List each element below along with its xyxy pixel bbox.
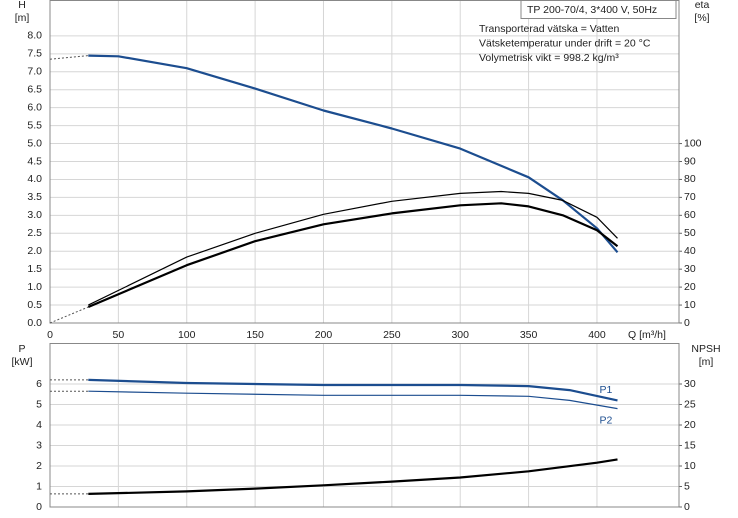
y2-tick-label: 0 bbox=[684, 317, 690, 329]
y-tick-label: 2.5 bbox=[27, 227, 42, 239]
x-tick-label: 350 bbox=[520, 329, 538, 341]
x-tick-label: 150 bbox=[246, 329, 264, 341]
y2-axis-label: NPSH bbox=[691, 343, 720, 355]
annotation: Transporterad vätska = Vatten bbox=[479, 23, 620, 35]
y-tick-label: 4.5 bbox=[27, 155, 42, 167]
y-tick-label: 5.0 bbox=[27, 137, 42, 149]
y2-tick-label: 50 bbox=[684, 227, 696, 239]
y-tick-label: 0.0 bbox=[27, 317, 42, 329]
x-tick-label: 100 bbox=[178, 329, 196, 341]
y-tick-label: 2.0 bbox=[27, 245, 42, 257]
curve bbox=[49, 55, 89, 60]
curve-label: P1 bbox=[599, 384, 612, 396]
y2-axis-label: [%] bbox=[694, 12, 709, 24]
y-tick-label: 4.0 bbox=[27, 173, 42, 185]
curve bbox=[87, 202, 619, 309]
y2-tick-label: 60 bbox=[684, 209, 696, 221]
y2-tick-label: 30 bbox=[684, 263, 696, 275]
x-tick-label: 250 bbox=[383, 329, 401, 341]
curve bbox=[88, 190, 618, 306]
curve-label: P2 bbox=[599, 414, 612, 426]
y2-tick-label: 20 bbox=[684, 281, 696, 293]
curve bbox=[49, 306, 89, 324]
y2-tick-label: 0 bbox=[684, 501, 690, 513]
y2-tick-label: 100 bbox=[684, 137, 702, 149]
x-tick-label: 300 bbox=[451, 329, 469, 341]
y-tick-label: 6 bbox=[36, 378, 42, 390]
y2-tick-label: 25 bbox=[684, 398, 696, 410]
y-axis-label: [m] bbox=[15, 12, 30, 24]
y-tick-label: 3.0 bbox=[27, 209, 42, 221]
y-tick-label: 7.5 bbox=[27, 48, 42, 60]
y-tick-label: 0 bbox=[36, 501, 42, 513]
y2-tick-label: 90 bbox=[684, 155, 696, 167]
plot-frame bbox=[49, 343, 680, 508]
chart-title: TP 200-70/4, 3*400 V, 50Hz bbox=[527, 4, 657, 16]
y-tick-label: 5 bbox=[36, 398, 42, 410]
curve bbox=[88, 378, 618, 402]
y-tick-label: 3.5 bbox=[27, 191, 42, 203]
annotation: Vätsketemperatur under drift = 20 °C bbox=[479, 37, 651, 49]
y2-tick-label: 15 bbox=[684, 439, 696, 451]
plot-frame bbox=[49, 0, 680, 324]
y2-tick-label: 10 bbox=[684, 299, 696, 311]
y2-tick-label: 80 bbox=[684, 173, 696, 185]
y2-axis-label: eta bbox=[695, 0, 710, 11]
y-tick-label: 1.0 bbox=[27, 281, 42, 293]
y2-tick-label: 20 bbox=[684, 419, 696, 431]
y-axis-label: [kW] bbox=[12, 356, 33, 368]
y-axis-label: H bbox=[18, 0, 26, 11]
title-box bbox=[520, 0, 677, 19]
y-tick-label: 4 bbox=[36, 419, 42, 431]
y2-axis-label: [m] bbox=[699, 356, 714, 368]
y-tick-label: 5.5 bbox=[27, 119, 42, 131]
y-tick-label: 1 bbox=[36, 480, 42, 492]
y-tick-label: 3 bbox=[36, 439, 42, 451]
curve bbox=[88, 390, 618, 410]
y2-tick-label: 70 bbox=[684, 191, 696, 203]
x-tick-label: 200 bbox=[315, 329, 333, 341]
x-tick-label: 0 bbox=[47, 329, 53, 341]
y2-tick-label: 10 bbox=[684, 460, 696, 472]
y-tick-label: 6.5 bbox=[27, 84, 42, 96]
y2-tick-label: 5 bbox=[684, 480, 690, 492]
x-tick-label: 50 bbox=[113, 329, 125, 341]
y-tick-label: 6.0 bbox=[27, 101, 42, 113]
y-tick-label: 8.0 bbox=[27, 30, 42, 42]
y-tick-label: 2 bbox=[36, 460, 42, 472]
y-tick-label: 1.5 bbox=[27, 263, 42, 275]
y-tick-label: 0.5 bbox=[27, 299, 42, 311]
y-tick-label: 7.0 bbox=[27, 66, 42, 78]
curve bbox=[88, 458, 618, 495]
y2-tick-label: 30 bbox=[684, 378, 696, 390]
curve bbox=[88, 54, 619, 254]
x-axis-label: Q [m³/h] bbox=[628, 329, 666, 341]
y2-tick-label: 40 bbox=[684, 245, 696, 257]
annotation: Volymetrisk vikt = 998.2 kg/m³ bbox=[479, 52, 619, 64]
y-axis-label: P bbox=[18, 343, 25, 355]
x-tick-label: 400 bbox=[588, 329, 606, 341]
